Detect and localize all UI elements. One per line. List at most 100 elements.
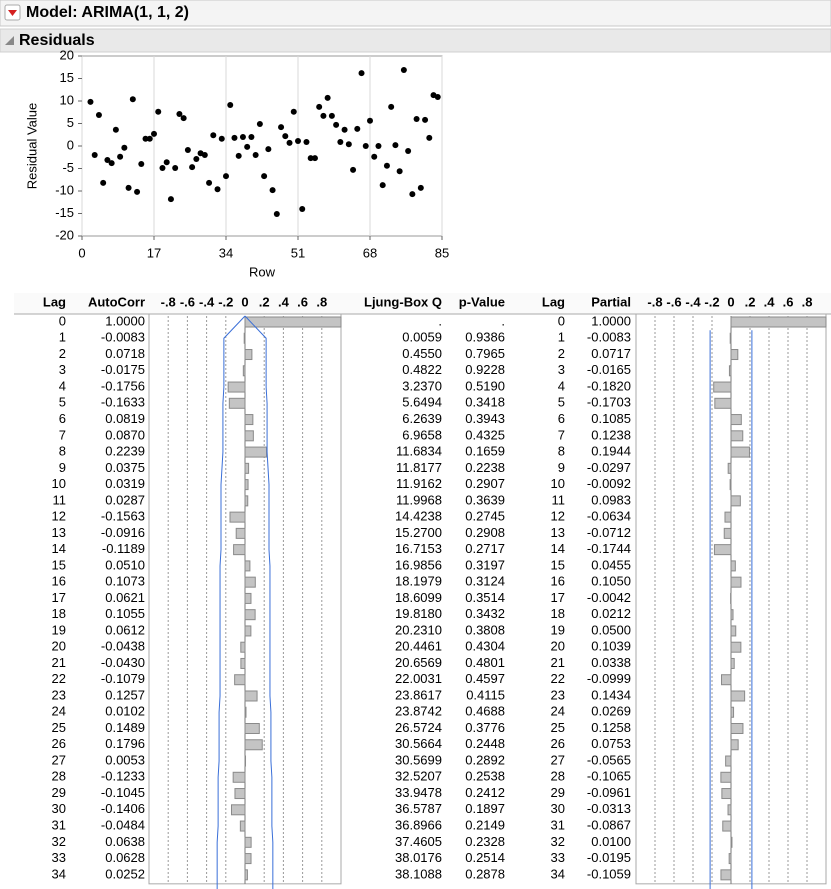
column-header: p-Value bbox=[459, 294, 505, 309]
lag-cell: 1 bbox=[558, 330, 565, 345]
partial-bar bbox=[730, 495, 741, 507]
bar-tick-label: 0 bbox=[241, 294, 248, 309]
p-cell: 0.9386 bbox=[465, 330, 505, 345]
partial-cell: 1.0000 bbox=[591, 313, 631, 328]
lag-cell: 21 bbox=[52, 655, 66, 670]
lag-cell: 7 bbox=[59, 427, 66, 442]
autocorr-bar bbox=[244, 446, 267, 458]
point bbox=[172, 165, 179, 172]
point bbox=[112, 126, 119, 133]
p-cell: 0.3432 bbox=[465, 606, 505, 621]
point bbox=[235, 152, 242, 159]
lag-cell: 7 bbox=[558, 427, 565, 442]
partial-bar bbox=[730, 316, 827, 328]
lag-cell: 18 bbox=[52, 606, 66, 621]
lag-cell: 0 bbox=[558, 313, 565, 328]
lag-cell: 15 bbox=[52, 557, 66, 572]
partial-bar bbox=[727, 804, 732, 816]
q-cell: 30.5699 bbox=[395, 752, 442, 767]
point bbox=[354, 125, 361, 132]
point bbox=[400, 66, 407, 73]
partial-cell: 0.0100 bbox=[591, 834, 631, 849]
autocorr-cell: 0.1073 bbox=[105, 574, 145, 589]
point bbox=[316, 103, 323, 110]
column-header: Lag bbox=[542, 294, 565, 309]
y-tick-label: -5 bbox=[62, 160, 74, 175]
autocorr-bar bbox=[233, 544, 246, 556]
lag-cell: 20 bbox=[551, 639, 565, 654]
lag-cell: 32 bbox=[52, 834, 66, 849]
lag-cell: 25 bbox=[52, 720, 66, 735]
autocorr-bar bbox=[244, 739, 263, 751]
lag-cell: 19 bbox=[551, 622, 565, 637]
point bbox=[256, 120, 263, 127]
autocorr-bar bbox=[240, 657, 246, 669]
header-bar bbox=[0, 0, 831, 27]
point bbox=[299, 206, 306, 212]
collapse-icon[interactable] bbox=[5, 36, 14, 45]
lag-cell: 28 bbox=[52, 769, 66, 784]
p-cell: 0.2514 bbox=[465, 850, 505, 865]
autocorr-cell: -0.0430 bbox=[101, 655, 145, 670]
partial-cell: 0.1944 bbox=[591, 444, 631, 459]
point bbox=[405, 147, 412, 154]
lag-cell: 23 bbox=[52, 687, 66, 702]
bar-tick-label: -.2 bbox=[218, 294, 233, 309]
point bbox=[295, 138, 301, 145]
autocorr-bar bbox=[234, 674, 246, 686]
autocorr-bar bbox=[243, 332, 246, 344]
section-title: Residuals bbox=[19, 32, 95, 49]
partial-cell: -0.0634 bbox=[587, 509, 631, 524]
partial-cell: 0.1258 bbox=[591, 720, 631, 735]
partial-cell: 0.0717 bbox=[591, 346, 631, 361]
p-cell: 0.2745 bbox=[465, 509, 505, 524]
partial-bar bbox=[730, 641, 742, 653]
point bbox=[320, 112, 327, 119]
point bbox=[345, 141, 352, 148]
p-cell: 0.3776 bbox=[465, 720, 505, 735]
autocorr-bar bbox=[235, 527, 246, 539]
partial-cell: -0.0092 bbox=[587, 476, 631, 491]
q-cell: 19.8180 bbox=[395, 606, 442, 621]
autocorr-cell: 0.1055 bbox=[105, 606, 145, 621]
lag-cell: 4 bbox=[59, 378, 66, 393]
y-axis-label: Residual Value bbox=[24, 103, 39, 189]
point bbox=[362, 143, 369, 149]
autocorr-cell: 0.1257 bbox=[105, 687, 145, 702]
point bbox=[426, 134, 433, 141]
p-cell: 0.4304 bbox=[465, 639, 505, 654]
lag-cell: 1 bbox=[59, 330, 66, 345]
autocorr-bar bbox=[244, 349, 253, 361]
point bbox=[142, 135, 149, 142]
partial-cell: -0.0565 bbox=[587, 752, 631, 767]
autocorr-cell: -0.1045 bbox=[101, 785, 145, 800]
point bbox=[189, 164, 196, 171]
bar-tick-label: -.4 bbox=[685, 294, 701, 309]
partial-cell: -0.1820 bbox=[587, 378, 631, 393]
autocorr-cell: 0.0102 bbox=[105, 704, 145, 719]
section-bar[interactable] bbox=[0, 28, 831, 53]
point bbox=[201, 152, 208, 158]
partial-bar bbox=[727, 462, 732, 474]
lag-cell: 2 bbox=[59, 346, 66, 361]
autocorr-bar bbox=[244, 316, 342, 328]
autocorr-bar bbox=[234, 788, 246, 800]
autocorr-cell: -0.1633 bbox=[101, 395, 145, 410]
lag-cell: 6 bbox=[59, 411, 66, 426]
point bbox=[138, 161, 145, 167]
lag-cell: 14 bbox=[52, 541, 66, 556]
lag-cell: 8 bbox=[558, 444, 565, 459]
lag-cell: 3 bbox=[59, 362, 66, 377]
autocorr-cell: 0.0819 bbox=[105, 411, 145, 426]
p-cell: 0.2328 bbox=[465, 834, 505, 849]
lag-cell: 3 bbox=[558, 362, 565, 377]
lag-cell: 23 bbox=[551, 687, 565, 702]
partial-bar bbox=[720, 869, 732, 881]
partial-bar bbox=[713, 544, 732, 556]
lag-cell: 13 bbox=[52, 525, 66, 540]
point bbox=[434, 93, 441, 100]
autocorr-cell: 1.0000 bbox=[105, 313, 145, 328]
autocorr-bar bbox=[244, 576, 256, 588]
lag-cell: 2 bbox=[558, 346, 565, 361]
